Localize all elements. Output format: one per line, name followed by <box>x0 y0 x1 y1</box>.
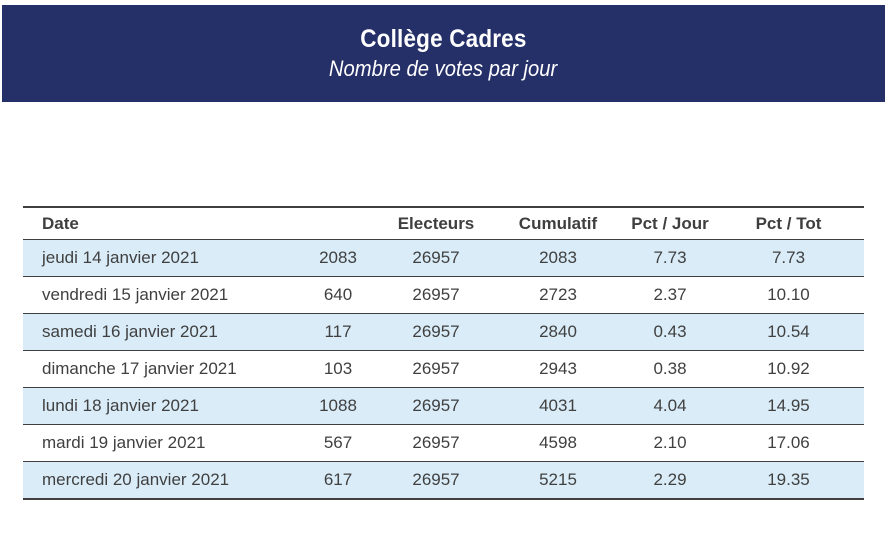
table-row: dimanche 17 janvier 2021 103 26957 2943 0.38… <box>23 351 864 388</box>
column-header-date: Date <box>42 213 79 233</box>
column-header-cumulatif: Cumulatif <box>518 213 598 233</box>
cell-pct-tot: 10.92 <box>767 359 810 378</box>
cell-electeurs: 26957 <box>412 322 460 341</box>
table-row: mardi 19 janvier 2021 567 26957 4598 2.10 17.… <box>23 425 864 462</box>
cell-pct-tot: 17.06 <box>767 433 810 452</box>
cell-votes-jour: 567 <box>323 433 353 452</box>
cell-cumulatif: 4031 <box>539 396 577 415</box>
report-title: Collège Cadres <box>360 24 527 53</box>
cell-pct-jour: 2.10 <box>653 433 687 452</box>
cell-cumulatif: 2840 <box>539 322 577 341</box>
table-header-row: Date Electeurs Cumulatif Pct / Jour Pct / To… <box>23 206 864 240</box>
cell-pct-tot: 10.10 <box>767 285 810 304</box>
cell-electeurs: 26957 <box>412 396 460 415</box>
cell-cumulatif: 5215 <box>539 470 577 489</box>
table-row: jeudi 14 janvier 2021 2083 26957 2083 7.73 7.… <box>23 240 864 277</box>
cell-date: jeudi 14 janvier 2021 <box>42 248 199 267</box>
cell-cumulatif: 2083 <box>539 248 577 267</box>
cell-date: dimanche 17 janvier 2021 <box>42 359 237 378</box>
cell-date: samedi 16 janvier 2021 <box>42 322 218 341</box>
cell-pct-jour: 0.38 <box>653 359 687 378</box>
cell-votes-jour: 117 <box>324 322 352 341</box>
cell-cumulatif: 2943 <box>539 359 577 378</box>
table-row: samedi 16 janvier 2021 117 26957 2840 0.43 10… <box>23 314 864 351</box>
column-header-pct-tot: Pct / Tot <box>755 213 822 233</box>
cell-date: mardi 19 janvier 2021 <box>42 433 206 452</box>
report-banner: Collège Cadres Nombre de votes par jour <box>2 5 885 102</box>
cell-pct-jour: 7.73 <box>653 248 687 267</box>
cell-votes-jour: 103 <box>323 359 353 378</box>
cell-cumulatif: 2723 <box>539 285 577 304</box>
cell-votes-jour: 2083 <box>319 248 357 267</box>
cell-pct-tot: 10.54 <box>767 322 810 341</box>
column-header-electeurs: Electeurs <box>397 213 475 233</box>
table-body: jeudi 14 janvier 2021 2083 26957 2083 7.73 7.… <box>23 240 864 500</box>
report-subtitle: Nombre de votes par jour <box>329 56 558 82</box>
cell-votes-jour: 640 <box>323 285 353 304</box>
cell-date: vendredi 15 janvier 2021 <box>42 285 229 304</box>
cell-pct-tot: 19.35 <box>767 470 810 489</box>
column-header-pct-jour: Pct / Jour <box>631 213 709 233</box>
cell-date: mercredi 20 janvier 2021 <box>42 470 230 489</box>
cell-votes-jour: 617 <box>323 470 353 489</box>
cell-electeurs: 26957 <box>412 285 460 304</box>
cell-electeurs: 26957 <box>412 359 460 378</box>
votes-per-day-table: Date Electeurs Cumulatif Pct / Jour Pct / To… <box>23 206 864 500</box>
table-row: vendredi 15 janvier 2021 640 26957 2723 2.37… <box>23 277 864 314</box>
cell-electeurs: 26957 <box>412 470 460 489</box>
cell-cumulatif: 4598 <box>539 433 577 452</box>
cell-pct-tot: 7.73 <box>771 248 806 267</box>
cell-pct-jour: 2.37 <box>653 285 687 304</box>
cell-date: lundi 18 janvier 2021 <box>42 396 199 415</box>
table-row: lundi 18 janvier 2021 1088 26957 4031 4.04 14… <box>23 388 864 425</box>
cell-pct-jour: 0.43 <box>653 322 687 341</box>
cell-pct-jour: 2.29 <box>653 470 687 489</box>
cell-electeurs: 26957 <box>412 433 460 452</box>
cell-electeurs: 26957 <box>412 248 460 267</box>
cell-pct-jour: 4.04 <box>653 396 687 415</box>
cell-votes-jour: 1088 <box>319 396 357 415</box>
table-row: mercredi 20 janvier 2021 617 26957 5215 2.29… <box>23 462 864 500</box>
cell-pct-tot: 14.95 <box>767 396 810 415</box>
